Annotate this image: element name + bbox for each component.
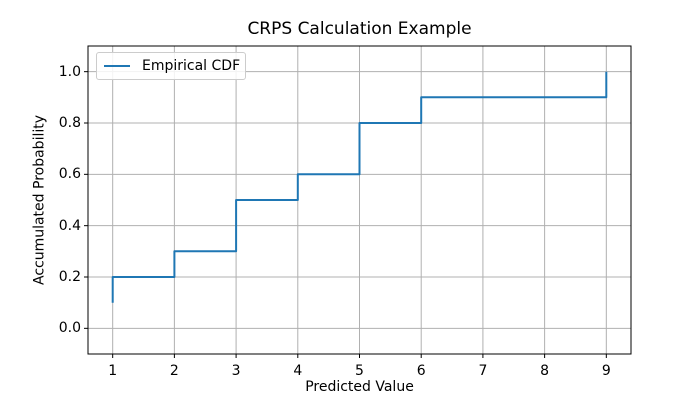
x-tick-label: 4 (293, 363, 303, 379)
x-axis-label: Predicted Value (305, 379, 414, 395)
x-tick-label: 1 (108, 363, 118, 379)
y-tick-label: 0.4 (58, 217, 81, 234)
x-tick-label: 3 (231, 363, 241, 379)
x-tick-label: 7 (478, 363, 488, 379)
legend-line-sample-icon (104, 65, 130, 67)
x-tick-label: 2 (169, 363, 179, 379)
y-tick-label: 0.0 (58, 320, 81, 337)
x-tick-label: 8 (540, 363, 550, 379)
y-tick-label: 1.0 (58, 63, 81, 80)
cdf-step-line (111, 71, 608, 303)
legend: Empirical CDF (96, 52, 246, 80)
x-tick-label: 6 (416, 363, 426, 379)
y-axis-label: Accumulated Probability (31, 114, 48, 286)
x-tick-label: 5 (355, 363, 364, 379)
legend-label: Empirical CDF (142, 58, 241, 74)
y-tick-label: 0.6 (58, 166, 81, 183)
chart-title: CRPS Calculation Example (247, 19, 472, 39)
y-tick-label: 0.8 (58, 115, 81, 131)
x-tick-label: 9 (601, 363, 611, 379)
y-tick-label: 0.2 (58, 269, 81, 285)
